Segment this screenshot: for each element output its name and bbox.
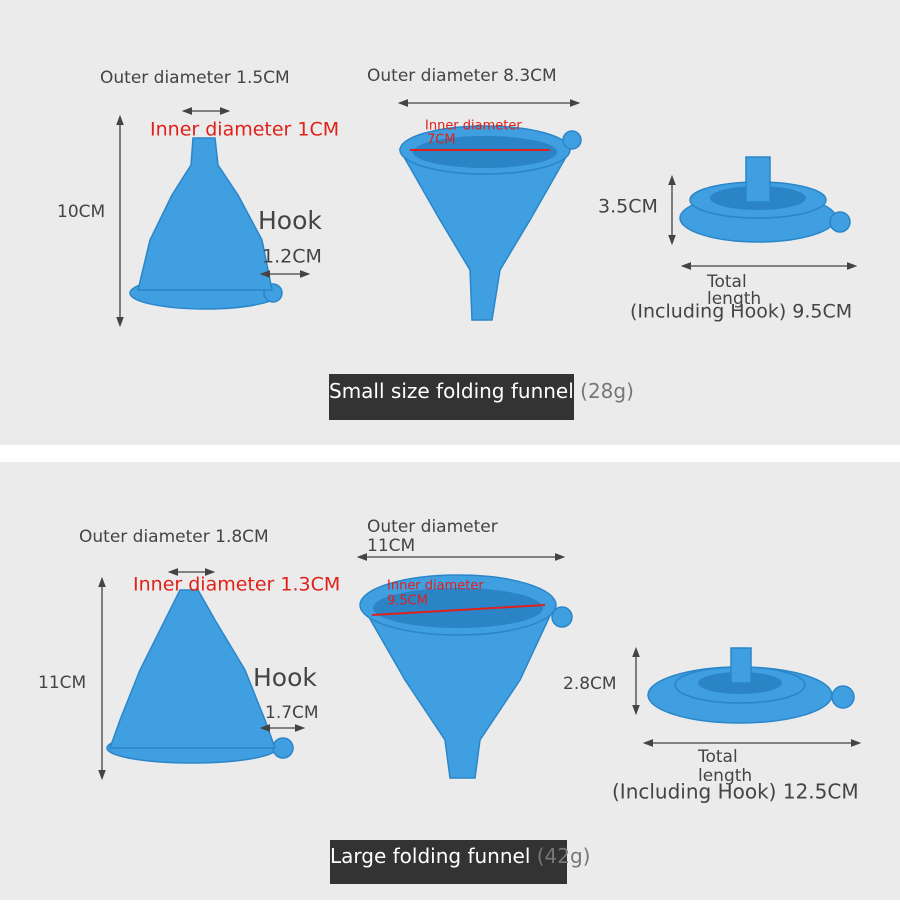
label: 1.2CM [262, 246, 322, 268]
label: length [707, 289, 761, 309]
label: (Including Hook) 12.5CM [612, 780, 859, 804]
bottom-funnels [98, 553, 862, 884]
top-funnels [116, 99, 858, 420]
label: Outer diameter 8.3CM [367, 66, 557, 86]
caption-name: Small size folding funnel [329, 379, 574, 403]
label: 3.5CM [598, 196, 658, 218]
label: Outer diameter 1.5CM [100, 68, 290, 88]
label: (Including Hook) 9.5CM [630, 301, 852, 323]
label: Outer diameter [367, 517, 498, 537]
label: Inner diameter 1CM [150, 119, 339, 141]
label: length [698, 766, 752, 786]
caption-box [329, 374, 574, 420]
label: 11CM [38, 673, 86, 693]
label: Inner diameter [387, 579, 484, 594]
caption-box [330, 840, 567, 884]
caption-weight: (28g) [580, 379, 634, 403]
caption-name: Large folding funnel [330, 844, 530, 868]
label: 10CM [57, 202, 105, 222]
caption-weight: (42g) [537, 844, 591, 868]
caption: Small size folding funnel (28g) [329, 379, 634, 403]
caption: Large folding funnel (42g) [330, 844, 590, 868]
label: Hook [258, 206, 322, 235]
label: 7CM [427, 133, 456, 148]
label: Inner diameter [425, 119, 522, 134]
label: Total [697, 747, 738, 767]
label: Inner diameter 1.3CM [133, 574, 340, 596]
label: 2.8CM [563, 674, 617, 694]
label: 9.5CM [387, 594, 428, 609]
label: 1.7CM [265, 703, 319, 723]
label: Outer diameter 1.8CM [79, 527, 269, 547]
label: 11CM [367, 536, 415, 556]
label: Hook [253, 663, 317, 692]
label: Total [706, 272, 747, 292]
